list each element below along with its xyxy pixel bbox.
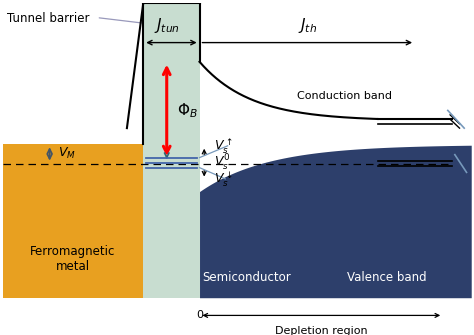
Text: $J_{th}$: $J_{th}$ <box>298 16 317 35</box>
Text: $J_{tun}$: $J_{tun}$ <box>154 16 180 35</box>
Text: Depletion region: Depletion region <box>275 326 368 335</box>
Text: $V_s^{0}$: $V_s^{0}$ <box>214 152 230 173</box>
Bar <box>200 3 471 144</box>
Text: Conduction band: Conduction band <box>297 91 392 101</box>
Bar <box>3 144 143 298</box>
Text: Ferromagnetic
metal: Ferromagnetic metal <box>30 245 116 273</box>
Text: Tunnel barrier: Tunnel barrier <box>8 12 90 25</box>
Text: 0: 0 <box>196 310 203 320</box>
Text: Semiconductor: Semiconductor <box>202 271 291 283</box>
Text: $V_s^{\uparrow}$: $V_s^{\uparrow}$ <box>214 136 232 155</box>
Text: $V_s^{\downarrow}$: $V_s^{\downarrow}$ <box>214 170 232 189</box>
Bar <box>143 3 200 298</box>
Text: $V_M$: $V_M$ <box>58 146 76 161</box>
Text: $\Phi_B$: $\Phi_B$ <box>177 101 198 120</box>
Text: Valence band: Valence band <box>347 271 427 283</box>
